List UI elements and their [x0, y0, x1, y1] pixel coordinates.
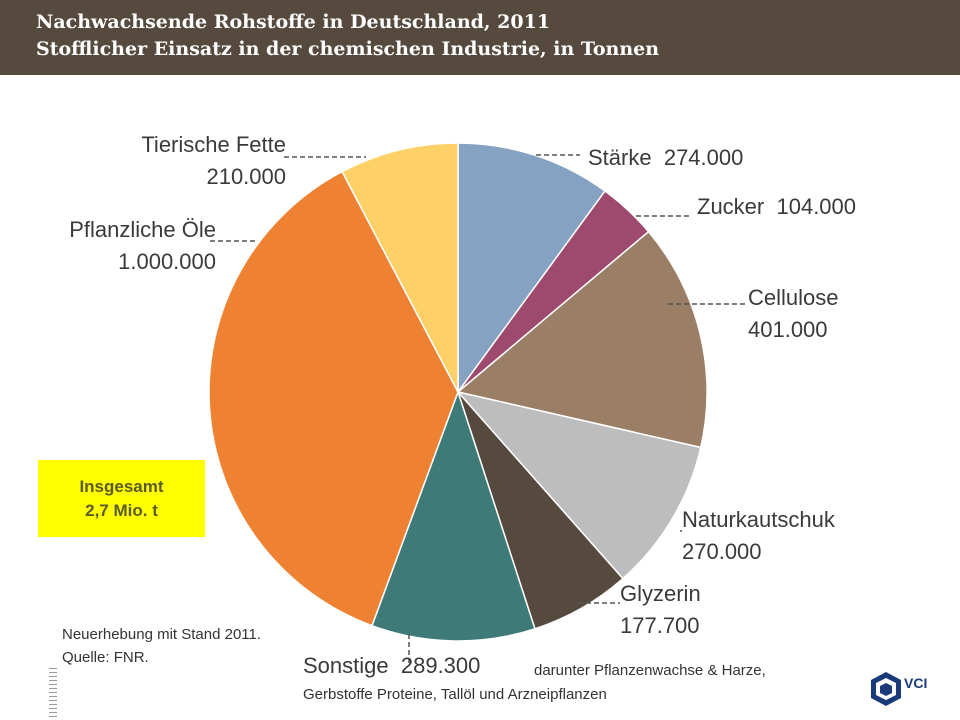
label-pflanzliche-oele: Pflanzliche Öle 1.000.000	[20, 214, 216, 278]
vci-logo: VCI	[868, 670, 930, 712]
label-zucker: Zucker 104.000	[697, 191, 856, 223]
label-glyzerin: Glyzerin 177.700	[620, 578, 701, 642]
sonstige-note-line1: darunter Pflanzenwachse & Harze,	[534, 662, 766, 679]
note-source: Quelle: FNR.	[62, 649, 149, 666]
chart-subtitle: Stofflicher Einsatz in der chemischen In…	[36, 38, 660, 60]
pie-slice-6	[208, 170, 459, 627]
slice-value: 177.700	[620, 613, 700, 638]
label-tierische-fette: Tierische Fette 210.000	[90, 129, 286, 193]
slice-name: Tierische Fette	[141, 132, 286, 157]
decorative-stripes	[49, 668, 57, 720]
slice-value: 270.000	[682, 539, 762, 564]
vci-logo-icon: VCI	[868, 670, 930, 712]
slice-name: Stärke	[588, 145, 652, 170]
note-survey: Neuerhebung mit Stand 2011.	[62, 626, 262, 643]
slice-name: Zucker	[697, 194, 765, 219]
pie-slice-7	[341, 142, 459, 393]
label-staerke: Stärke 274.000	[588, 142, 743, 174]
pie-slice-5	[371, 389, 536, 642]
slice-name: Pflanzliche Öle	[69, 217, 216, 242]
slice-name: Glyzerin	[620, 581, 701, 606]
label-cellulose: Cellulose 401.000	[748, 282, 839, 346]
total-label: Insgesamt	[79, 476, 164, 496]
total-box: Insgesamt 2,7 Mio. t	[38, 460, 205, 537]
slice-value: 289.300	[400, 653, 481, 678]
slice-name: Naturkautschuk	[682, 507, 835, 532]
slice-value: 104.000	[776, 194, 857, 219]
slice-value: 401.000	[748, 317, 828, 342]
pie-slice-2	[456, 230, 708, 449]
total-value: 2,7 Mio. t	[85, 500, 158, 520]
slice-name: Sonstige	[303, 653, 389, 678]
slice-value: 210.000	[206, 164, 286, 189]
logo-text: VCI	[904, 675, 927, 691]
slice-name: Cellulose	[748, 285, 839, 310]
chart-title: Nachwachsende Rohstoffe in Deutschland, …	[36, 11, 551, 33]
pie-slice-0	[457, 142, 607, 395]
header-bar: Nachwachsende Rohstoffe in Deutschland, …	[0, 0, 960, 75]
pie-slice-3	[455, 390, 702, 580]
slice-value: 1.000.000	[118, 249, 216, 274]
sonstige-note-line2: Gerbstoffe Proteine, Tallöl und Arzneipf…	[303, 686, 607, 703]
label-naturkautschuk: Naturkautschuk 270.000	[682, 504, 835, 568]
label-sonstige: Sonstige 289.300	[303, 650, 480, 682]
slice-value: 274.000	[663, 145, 744, 170]
